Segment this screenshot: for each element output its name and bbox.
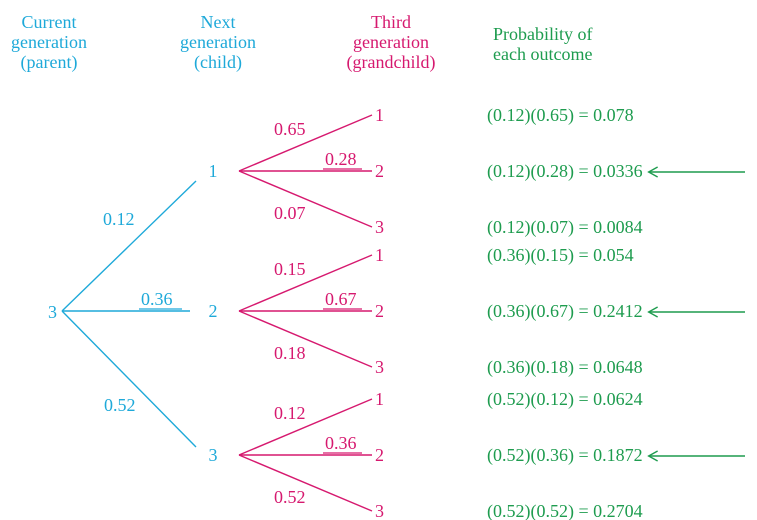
branch-probability-label: 0.36 bbox=[325, 433, 357, 453]
branch-probability-label: 0.12 bbox=[103, 209, 135, 229]
outcome-probability-label: (0.12)(0.07) = 0.0084 bbox=[487, 217, 643, 238]
grandchild-node-label: 3 bbox=[375, 357, 384, 377]
child-node-label: 2 bbox=[209, 301, 218, 321]
branch-probability-label: 0.36 bbox=[141, 289, 173, 309]
header-line: generation bbox=[180, 32, 256, 52]
arrowhead-icon bbox=[647, 166, 658, 178]
outcome-probability-label: (0.52)(0.36) = 0.1872 bbox=[487, 445, 643, 466]
outcome-probability-label: (0.36)(0.15) = 0.054 bbox=[487, 245, 634, 266]
child-branch bbox=[238, 254, 373, 312]
grandchild-node-label: 1 bbox=[375, 105, 384, 125]
outcome-probability-label: (0.52)(0.12) = 0.0624 bbox=[487, 389, 643, 410]
grandchild-node-label: 3 bbox=[375, 217, 384, 237]
header-line: generation bbox=[11, 32, 87, 52]
header-line: (child) bbox=[194, 52, 242, 72]
grandchild-node-label: 2 bbox=[375, 161, 384, 181]
header-probability: Probability of each outcome bbox=[493, 24, 633, 64]
child-node-label: 1 bbox=[209, 161, 218, 181]
parent-branch bbox=[61, 310, 197, 448]
outcome-probability-label: (0.52)(0.52) = 0.2704 bbox=[487, 501, 643, 520]
branch-probability-label: 0.28 bbox=[325, 149, 357, 169]
branch-probability-label: 0.52 bbox=[274, 487, 306, 507]
header-line: Next bbox=[200, 12, 236, 32]
outcome-probability-label: (0.12)(0.28) = 0.0336 bbox=[487, 161, 643, 182]
parent-branch bbox=[61, 180, 197, 312]
header-current-generation: Current generation (parent) bbox=[0, 12, 98, 72]
branch-probability-label: 0.18 bbox=[274, 343, 306, 363]
arrowhead-icon bbox=[647, 450, 658, 462]
header-line: generation bbox=[353, 32, 429, 52]
grandchild-node-label: 2 bbox=[375, 301, 384, 321]
header-line: (grandchild) bbox=[346, 52, 436, 72]
branch-probability-label: 0.12 bbox=[274, 403, 306, 423]
child-branch bbox=[238, 170, 373, 228]
outcome-probability-label: (0.36)(0.67) = 0.2412 bbox=[487, 301, 643, 322]
child-branch bbox=[238, 398, 373, 456]
root-node-label: 3 bbox=[48, 302, 57, 322]
child-node-label: 3 bbox=[209, 445, 218, 465]
header-line: Current bbox=[21, 12, 77, 32]
branch-probability-label: 0.67 bbox=[325, 289, 357, 309]
grandchild-node-label: 2 bbox=[375, 445, 384, 465]
grandchild-node-label: 1 bbox=[375, 245, 384, 265]
header-line: (parent) bbox=[20, 52, 78, 72]
header-next-generation: Next generation (child) bbox=[172, 12, 264, 72]
header-line: Third bbox=[371, 12, 411, 32]
outcome-probability-label: (0.12)(0.65) = 0.078 bbox=[487, 105, 634, 126]
outcome-probability-label: (0.36)(0.18) = 0.0648 bbox=[487, 357, 643, 378]
branch-probability-label: 0.07 bbox=[274, 203, 306, 223]
header-line: each outcome bbox=[493, 44, 593, 64]
branch-probability-label: 0.65 bbox=[274, 119, 306, 139]
child-branch bbox=[238, 114, 373, 172]
branch-probability-label: 0.15 bbox=[274, 259, 306, 279]
grandchild-node-label: 1 bbox=[375, 389, 384, 409]
grandchild-node-label: 3 bbox=[375, 501, 384, 520]
child-branch bbox=[238, 310, 373, 368]
child-branch bbox=[238, 454, 373, 512]
header-line: Probability of bbox=[493, 24, 593, 44]
arrowhead-icon bbox=[647, 306, 658, 318]
branch-probability-label: 0.52 bbox=[104, 395, 136, 415]
header-third-generation: Third generation (grandchild) bbox=[330, 12, 452, 72]
